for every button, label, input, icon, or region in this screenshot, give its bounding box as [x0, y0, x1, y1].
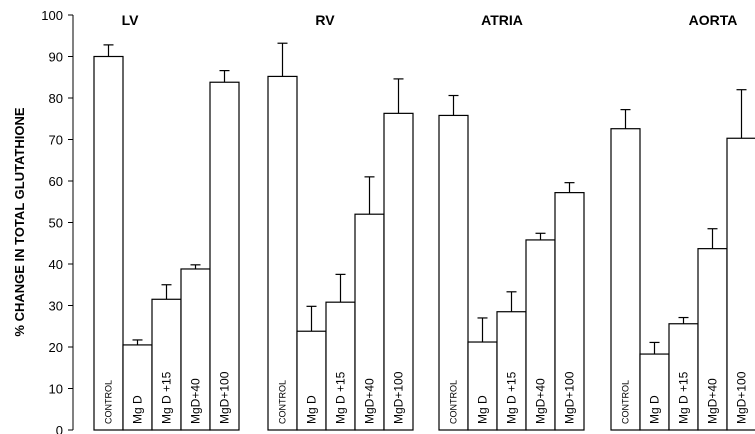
y-tick-label: 0	[56, 423, 63, 434]
bar-category-label: CONTROL	[278, 380, 288, 424]
y-tick-label: 70	[49, 133, 63, 148]
bar-category-label: MgD+100	[563, 371, 577, 424]
y-tick-label: 20	[49, 340, 63, 355]
bar-category-label: Mg D +15	[677, 371, 691, 424]
y-tick-label: 30	[49, 299, 63, 314]
bar-category-label: MgD+40	[363, 378, 377, 424]
y-tick-label: 50	[49, 216, 63, 231]
y-tick-label: 80	[49, 91, 63, 106]
panel-atria: ATRIA CONTROL Mg D Mg D +15 MgD+40 MgD+100	[438, 12, 585, 431]
panel-lv: LV CONTROL Mg D Mg D +15 MgD+40 MgD+100	[93, 12, 240, 431]
bar-category-label: CONTROL	[449, 380, 459, 424]
bar	[267, 75, 298, 431]
bar-category-label: Mg D +15	[505, 371, 519, 424]
bar-category-label: CONTROL	[621, 380, 631, 424]
bar-category-label: Mg D	[305, 395, 319, 424]
bar-category-label: MgD+40	[706, 378, 720, 424]
bar	[697, 248, 728, 431]
bar	[93, 55, 124, 431]
bar	[525, 239, 556, 431]
bar-category-label: Mg D +15	[334, 371, 348, 424]
bar-category-label: Mg D	[648, 395, 662, 424]
y-tick-label: 100	[41, 8, 63, 23]
panel-aorta: AORTA CONTROL Mg D Mg D +15 MgD+40 MgD+100	[610, 12, 755, 431]
bar-category-label: MgD+40	[189, 378, 203, 424]
y-tick-label: 10	[49, 382, 63, 397]
panel-title: LV	[122, 12, 140, 28]
bar-category-label: MgD+100	[218, 371, 232, 424]
bar-category-label: MgD+100	[735, 371, 749, 424]
bar	[209, 81, 240, 431]
y-tick-label: 40	[49, 257, 63, 272]
bar-category-label: CONTROL	[104, 380, 114, 424]
y-axis: 0 10 20 30 40 50 60 70 80 90 100	[41, 8, 74, 434]
bar	[438, 114, 469, 431]
bar-category-label: MgD+100	[392, 371, 406, 424]
y-tick-label: 90	[49, 50, 63, 65]
bar	[726, 137, 755, 431]
panel-title: ATRIA	[481, 12, 523, 28]
y-axis-label: % CHANGE IN TOTAL GLUTATHIONE	[12, 107, 27, 337]
bar-category-label: MgD+40	[534, 378, 548, 424]
bar	[668, 323, 699, 431]
y-tick-label: 60	[49, 174, 63, 189]
bar	[496, 311, 527, 431]
bar-category-label: Mg D	[131, 395, 145, 424]
bar-category-label: Mg D +15	[160, 371, 174, 424]
bar	[554, 192, 585, 431]
panel-title: RV	[315, 12, 335, 28]
panel-title: AORTA	[689, 12, 738, 28]
panel-rv: RV CONTROL Mg D Mg D +15 MgD+40 MgD+100	[267, 12, 414, 431]
bar	[325, 301, 356, 431]
chart-panels: LV CONTROL Mg D Mg D +15 MgD+40 MgD+100 RV CONT…	[93, 12, 755, 431]
bar-category-label: Mg D	[476, 395, 490, 424]
